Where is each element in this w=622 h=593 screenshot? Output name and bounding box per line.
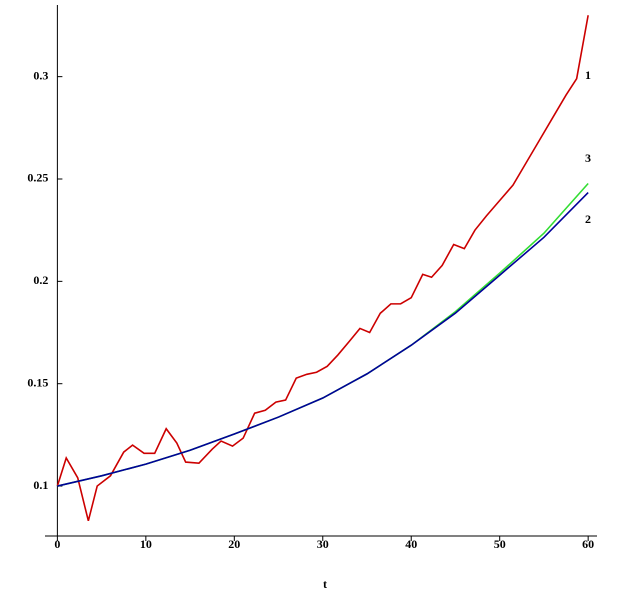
line-series [57, 191, 589, 487]
x-tick-label: 40 [405, 537, 417, 551]
series-label: 2 [585, 212, 591, 226]
y-tick-label: 0.15 [27, 375, 48, 389]
line-series [56, 15, 589, 522]
series-label: 1 [585, 68, 591, 82]
series-label: 3 [585, 151, 591, 165]
y-tick-label: 0.25 [27, 171, 48, 185]
y-tick-label: 0.2 [33, 273, 48, 287]
x-tick-label: 10 [140, 537, 152, 551]
x-tick-label: 30 [317, 537, 329, 551]
x-tick-label: 0 [54, 537, 60, 551]
y-tick-label: 0.1 [33, 478, 48, 492]
x-tick-label: 20 [228, 537, 240, 551]
x-axis-label: t [323, 577, 327, 591]
x-tick-label: 60 [582, 537, 594, 551]
line-series [57, 182, 589, 487]
x-tick-label: 50 [494, 537, 506, 551]
y-tick-label: 0.3 [33, 68, 48, 82]
